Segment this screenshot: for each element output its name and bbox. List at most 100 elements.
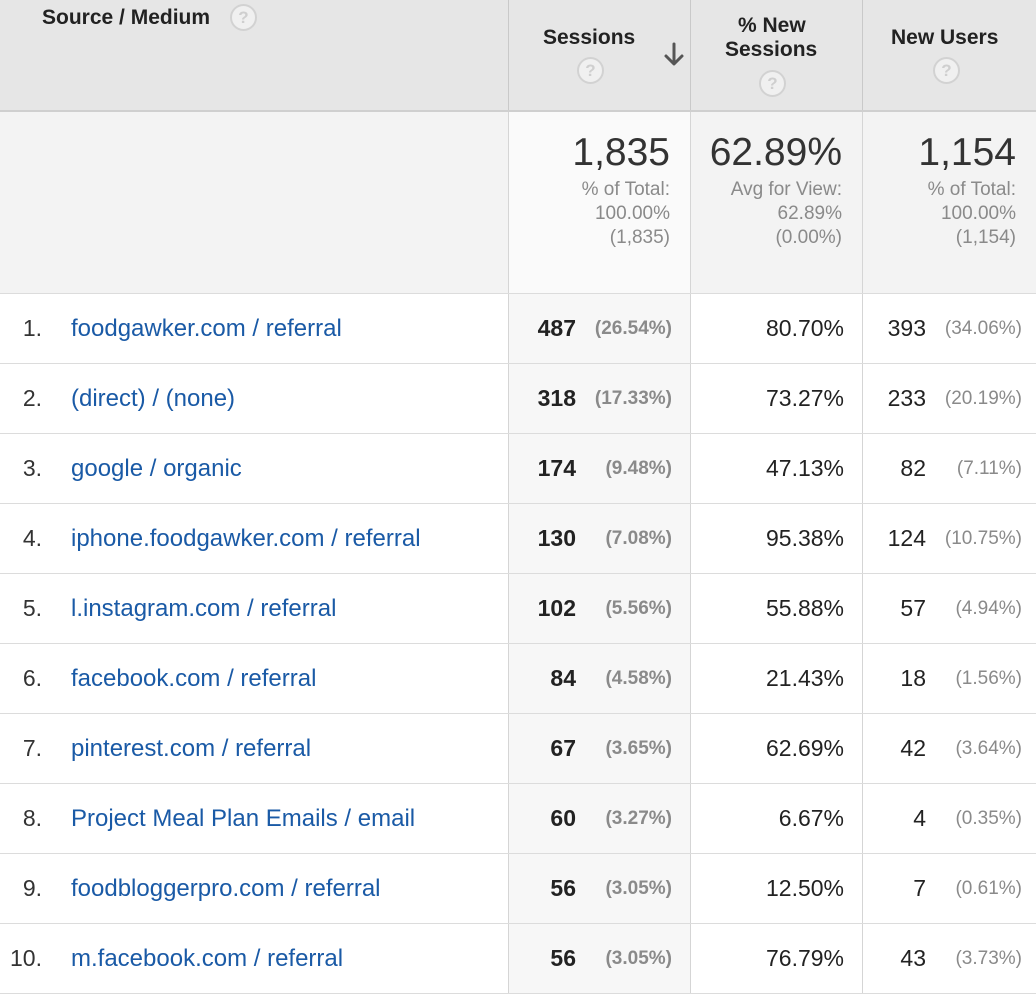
- sessions-cell: 174 (9.48%): [508, 434, 690, 503]
- pct-new-sessions-cell: 12.50%: [690, 854, 862, 923]
- sessions-percent: (3.05%): [605, 947, 672, 969]
- sessions-percent: (7.08%): [605, 527, 672, 549]
- pct-new-sessions-cell: 62.69%: [690, 714, 862, 783]
- table-row: 4. iphone.foodgawker.com / referral 130 …: [0, 504, 1036, 574]
- row-index: 9.: [22, 875, 42, 901]
- new-users-percent: (20.19%): [944, 387, 1022, 409]
- table-row: 1. foodgawker.com / referral 487 (26.54%…: [0, 294, 1036, 364]
- new-users-value: 57: [900, 595, 926, 621]
- source-medium-link[interactable]: iphone.foodgawker.com / referral: [71, 524, 421, 552]
- new-users-percent: (3.64%): [955, 737, 1022, 759]
- table-row: 7. pinterest.com / referral 67 (3.65%) 6…: [0, 714, 1036, 784]
- help-icon[interactable]: ?: [759, 70, 786, 97]
- totals-new-users: 1,154 % of Total: 100.00% (1,154): [862, 112, 1036, 293]
- sessions-percent: (3.65%): [605, 737, 672, 759]
- header-pct-new-sessions-line1: % New: [738, 14, 806, 37]
- source-medium-link[interactable]: l.instagram.com / referral: [71, 594, 337, 622]
- row-index: 7.: [22, 735, 42, 761]
- totals-pct-new-sessions: 62.89% Avg for View: 62.89% (0.00%): [690, 112, 862, 293]
- header-new-users-label: New Users: [891, 26, 999, 49]
- sessions-cell: 487 (26.54%): [508, 294, 690, 363]
- new-users-value: 18: [900, 665, 926, 691]
- help-icon[interactable]: ?: [577, 57, 604, 84]
- sessions-value: 60: [550, 805, 576, 831]
- new-users-percent: (10.75%): [944, 527, 1022, 549]
- table-row: 3. google / organic 174 (9.48%) 47.13% 8…: [0, 434, 1036, 504]
- totals-new-users-line1: % of Total:: [927, 179, 1016, 200]
- sessions-value: 487: [537, 315, 576, 341]
- row-index: 5.: [22, 595, 42, 621]
- totals-sessions-detail: % of Total: 100.00% (1,835): [582, 178, 670, 250]
- sessions-cell: 130 (7.08%): [508, 504, 690, 573]
- totals-pct-new-sessions-value: 62.89%: [709, 131, 842, 174]
- new-users-cell: 42 (3.64%): [862, 714, 1036, 783]
- table-row: 10. m.facebook.com / referral 56 (3.05%)…: [0, 924, 1036, 994]
- row-index: 10.: [10, 945, 42, 971]
- new-users-value: 124: [887, 525, 926, 551]
- source-medium-link[interactable]: pinterest.com / referral: [71, 734, 312, 762]
- pct-new-sessions-cell: 95.38%: [690, 504, 862, 573]
- sessions-cell: 56 (3.05%): [508, 854, 690, 923]
- totals-sessions: 1,835 % of Total: 100.00% (1,835): [508, 112, 690, 293]
- source-medium-link[interactable]: foodgawker.com / referral: [71, 314, 342, 342]
- row-index: 3.: [22, 455, 42, 481]
- source-medium-link[interactable]: foodbloggerpro.com / referral: [71, 874, 381, 902]
- help-icon[interactable]: ?: [933, 57, 960, 84]
- sessions-value: 318: [537, 385, 576, 411]
- row-index: 8.: [22, 805, 42, 831]
- header-pct-new-sessions-line2: Sessions: [725, 38, 818, 61]
- new-users-percent: (4.94%): [955, 597, 1022, 619]
- sessions-percent: (4.58%): [605, 667, 672, 689]
- help-icon[interactable]: ?: [230, 4, 257, 31]
- new-users-cell: 393 (34.06%): [862, 294, 1036, 363]
- header-new-users[interactable]: New Users ?: [862, 0, 1036, 110]
- new-users-cell: 233 (20.19%): [862, 364, 1036, 433]
- pct-new-sessions-cell: 73.27%: [690, 364, 862, 433]
- new-users-cell: 57 (4.94%): [862, 574, 1036, 643]
- source-medium-link[interactable]: facebook.com / referral: [71, 664, 317, 692]
- new-users-percent: (3.73%): [955, 947, 1022, 969]
- totals-pct-new-line3: (0.00%): [775, 227, 842, 248]
- totals-sessions-line1: % of Total:: [581, 179, 670, 200]
- totals-sessions-value: 1,835: [572, 131, 670, 174]
- new-users-cell: 124 (10.75%): [862, 504, 1036, 573]
- totals-row: 1,835 % of Total: 100.00% (1,835) 62.89%…: [0, 112, 1036, 294]
- new-users-cell: 43 (3.73%): [862, 924, 1036, 993]
- pct-new-sessions-cell: 76.79%: [690, 924, 862, 993]
- sessions-value: 67: [550, 735, 576, 761]
- totals-sessions-line2: 100.00%: [594, 203, 670, 224]
- header-source-medium[interactable]: Source / Medium ?: [0, 0, 508, 110]
- new-users-percent: (34.06%): [944, 317, 1022, 339]
- totals-new-users-value: 1,154: [918, 131, 1016, 174]
- source-medium-link[interactable]: (direct) / (none): [71, 384, 236, 412]
- sessions-value: 56: [550, 875, 576, 901]
- source-medium-link[interactable]: m.facebook.com / referral: [71, 944, 344, 972]
- new-users-value: 42: [900, 735, 926, 761]
- new-users-value: 82: [900, 455, 926, 481]
- sessions-value: 102: [537, 595, 576, 621]
- new-users-value: 7: [913, 875, 926, 901]
- new-users-value: 393: [887, 315, 926, 341]
- sessions-cell: 67 (3.65%): [508, 714, 690, 783]
- totals-new-users-detail: % of Total: 100.00% (1,154): [928, 178, 1016, 250]
- new-users-cell: 7 (0.61%): [862, 854, 1036, 923]
- header-sessions[interactable]: Sessions ?: [508, 0, 690, 110]
- header-pct-new-sessions[interactable]: % New Sessions ?: [690, 0, 862, 110]
- new-users-percent: (0.61%): [955, 877, 1022, 899]
- new-users-value: 43: [900, 945, 926, 971]
- new-users-value: 233: [887, 385, 926, 411]
- totals-pct-new-sessions-detail: Avg for View: 62.89% (0.00%): [731, 178, 842, 250]
- sessions-value: 130: [537, 525, 576, 551]
- sessions-percent: (9.48%): [605, 457, 672, 479]
- row-index: 1.: [22, 315, 42, 341]
- new-users-percent: (7.11%): [956, 457, 1022, 479]
- source-medium-link[interactable]: Project Meal Plan Emails / email: [71, 804, 416, 832]
- new-users-cell: 18 (1.56%): [862, 644, 1036, 713]
- sort-descending-icon[interactable]: [663, 42, 685, 68]
- source-medium-link[interactable]: google / organic: [71, 454, 242, 482]
- sessions-percent: (3.27%): [605, 807, 672, 829]
- sessions-cell: 102 (5.56%): [508, 574, 690, 643]
- table-row: 9. foodbloggerpro.com / referral 56 (3.0…: [0, 854, 1036, 924]
- totals-new-users-line3: (1,154): [955, 227, 1016, 248]
- sessions-percent: (5.56%): [605, 597, 672, 619]
